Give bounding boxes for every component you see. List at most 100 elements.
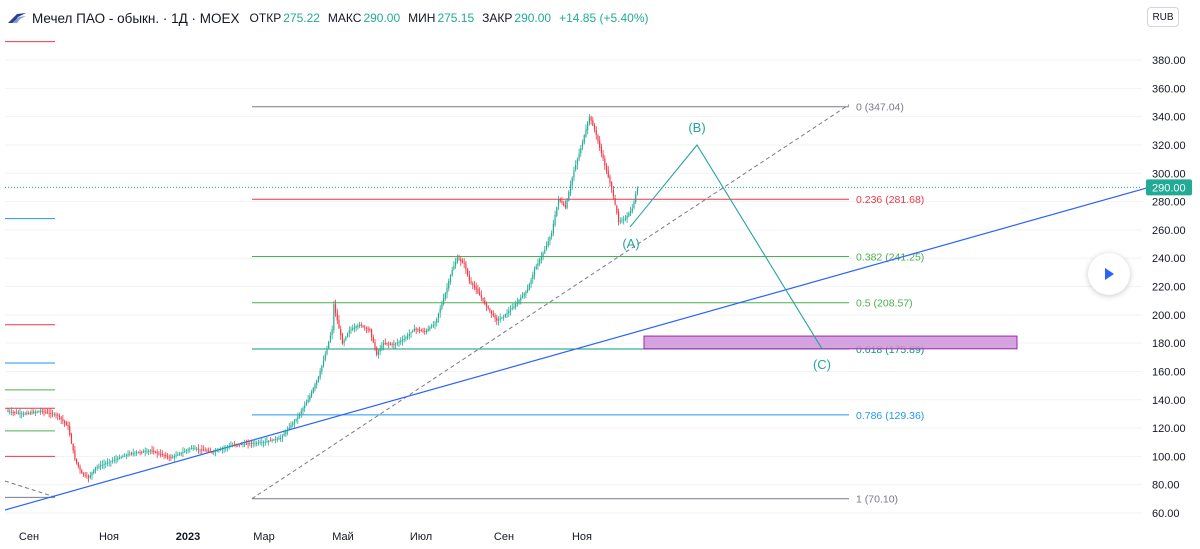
candle-body [585, 128, 587, 137]
candle-body [81, 470, 83, 474]
candle-body [467, 269, 469, 276]
trendline[interactable] [4, 186, 1151, 511]
candle-body [388, 343, 390, 345]
candle-body [477, 289, 479, 293]
wave-path[interactable] [629, 144, 823, 350]
candle-body [158, 453, 160, 455]
candle-body [65, 422, 67, 425]
candle-body [156, 452, 158, 454]
candle-body [105, 463, 107, 465]
candle-body [310, 391, 313, 397]
candle-body [94, 467, 97, 471]
candle-body [328, 341, 330, 349]
candle-body [161, 454, 163, 455]
candle-body [187, 449, 189, 451]
candle-body [398, 341, 400, 343]
candle-body [41, 410, 43, 412]
wave-label: (C) [813, 357, 831, 372]
candle-body [209, 451, 211, 453]
candle-body [624, 218, 626, 220]
candle-body [166, 456, 169, 457]
fib-level-label: 1 (70.10) [856, 494, 898, 506]
candle-body [350, 329, 352, 331]
candle-body [238, 444, 241, 446]
candle-body [441, 303, 443, 309]
candle-body [499, 318, 501, 320]
candle-body [394, 343, 397, 345]
candle-body [322, 360, 325, 366]
candle-body [473, 285, 476, 288]
candle-body [184, 451, 186, 453]
price-tick-label: 80.00 [1152, 480, 1180, 492]
candle-body [367, 328, 369, 330]
candle-body [345, 337, 347, 340]
candle-body [321, 365, 323, 372]
candle-body [106, 462, 109, 464]
candle-body [247, 443, 249, 445]
candle-body [268, 440, 270, 442]
candle-body [449, 275, 452, 283]
wave-label: (A) [622, 236, 639, 251]
candle-body [355, 326, 357, 328]
candle-body [125, 454, 127, 456]
candle-body [172, 457, 174, 458]
candle-body [129, 453, 131, 455]
candle-body [626, 215, 628, 219]
candle-body [280, 438, 282, 439]
candle-body [525, 291, 527, 294]
candle-body [233, 444, 235, 446]
candle-body [527, 289, 529, 292]
price-tick-label: 200.00 [1152, 310, 1186, 322]
candle-body [15, 412, 18, 414]
price-tick-label: 300.00 [1152, 168, 1186, 180]
candle-body [338, 320, 340, 329]
time-tick-label: Сен [494, 531, 514, 543]
candle-body [352, 328, 354, 330]
currency-button[interactable]: RUB [1147, 7, 1179, 27]
candle-body [609, 176, 611, 184]
candle-body [400, 340, 402, 342]
candle-body [331, 329, 333, 335]
candle-body [19, 413, 21, 414]
fib-level-label: 0.382 (241.25) [856, 251, 924, 263]
candle-body [456, 257, 458, 263]
candle-body [304, 405, 306, 409]
symbol-title[interactable]: Мечел ПАО - обыкн. · 1Д · MOEX [32, 10, 240, 26]
candle-body [165, 455, 167, 457]
price-tick-label: 360.00 [1152, 83, 1186, 95]
target-zone[interactable] [643, 335, 1018, 350]
candle-body [160, 453, 162, 455]
time-tick-label: Май [332, 531, 354, 543]
candle-body [259, 442, 261, 444]
candle-body [274, 439, 277, 440]
candle-body [568, 192, 570, 201]
price-tick-label: 180.00 [1152, 338, 1186, 350]
candle-body [448, 281, 450, 289]
candle-body [290, 425, 292, 428]
candle-body [84, 474, 86, 476]
candle-body [484, 300, 486, 304]
last-price: 290.00 [5, 179, 1192, 196]
candle-body [63, 421, 66, 423]
price-tick-label: 60.00 [1152, 508, 1180, 520]
candle-body [254, 442, 256, 444]
candle-body [134, 452, 136, 454]
candle-body [521, 295, 524, 298]
candle-body [245, 443, 247, 445]
candle-body [422, 330, 424, 332]
candle-body [511, 308, 513, 310]
replay-button[interactable] [1088, 253, 1130, 295]
candle-body [213, 451, 215, 453]
candle-body [12, 412, 14, 413]
candle-body [631, 208, 633, 212]
candle-body [51, 413, 54, 415]
candle-body [33, 412, 35, 413]
candle-body [307, 399, 309, 403]
candle-body [382, 343, 385, 346]
candle-body [480, 295, 482, 298]
candle-body [333, 304, 335, 331]
candle-body [575, 165, 577, 170]
candle-body [269, 440, 271, 442]
candle-body [29, 412, 31, 414]
